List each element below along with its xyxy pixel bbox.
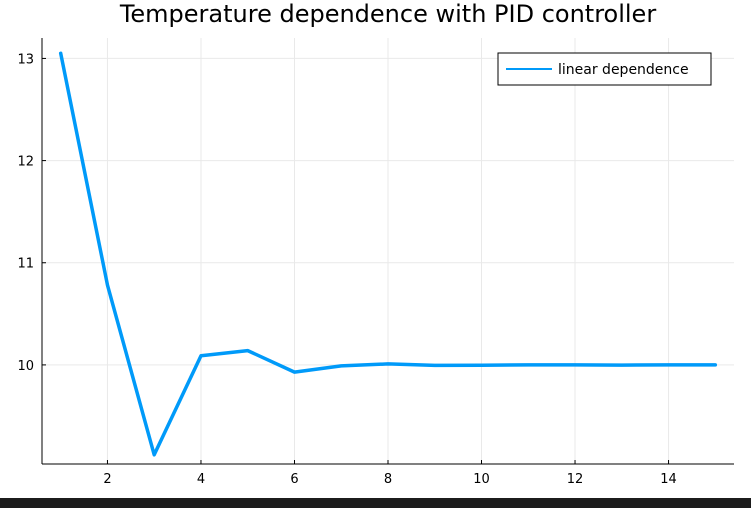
- x-tick-label: 12: [567, 472, 584, 487]
- x-tick-label: 4: [197, 472, 205, 487]
- x-tick-label: 2: [103, 472, 111, 487]
- y-tick-label: 10: [17, 359, 34, 374]
- series-lines: [58, 51, 718, 457]
- x-tick-label: 10: [473, 472, 490, 487]
- tick-labels: 2 4 6 8 10 12 14 10 11 12 13: [17, 52, 676, 487]
- grid-lines: [42, 38, 734, 464]
- y-tick-label: 13: [17, 52, 34, 67]
- y-tick-label: 12: [17, 155, 34, 170]
- y-tick-label: 11: [17, 257, 34, 272]
- chart-title: Temperature dependence with PID controll…: [119, 0, 657, 28]
- x-tick-label: 6: [290, 472, 298, 487]
- window-bottom-bar: [0, 498, 751, 508]
- legend: linear dependence: [497, 52, 712, 86]
- series-line: [58, 51, 718, 457]
- axes: [41, 38, 734, 465]
- x-tick-label: 14: [660, 472, 677, 487]
- x-tick-label: 8: [384, 472, 392, 487]
- legend-label: linear dependence: [558, 62, 689, 78]
